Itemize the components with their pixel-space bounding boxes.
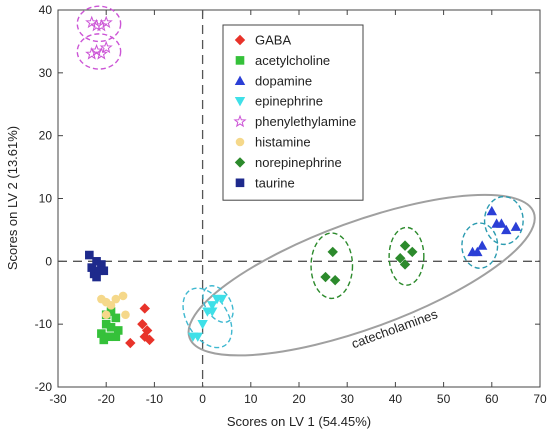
y-tick-label: 10 [39, 192, 53, 206]
point-acetylcholine [111, 332, 121, 342]
legend-marker-acetylcholine [235, 56, 245, 65]
point-acetylcholine [99, 335, 109, 345]
data-points [85, 15, 522, 349]
legend-label-phenylethylamine: phenylethylamine [255, 114, 356, 129]
x-tick-label: -20 [98, 392, 116, 406]
x-tick-label: 70 [533, 392, 547, 406]
point-acetylcholine [106, 323, 116, 332]
legend-label-dopamine: dopamine [255, 73, 312, 88]
y-axis-label: Scores on LV 2 (13.61%) [5, 126, 20, 270]
legend-label-histamine: histamine [255, 135, 311, 150]
point-norepinephrine [329, 274, 341, 286]
point-epinephrine [197, 320, 208, 330]
point-epinephrine [207, 301, 218, 311]
point-GABA [125, 337, 136, 349]
point-epinephrine [192, 332, 203, 342]
x-tick-label: -10 [146, 392, 164, 406]
x-tick-label: 40 [389, 392, 403, 406]
point-norepinephrine [399, 259, 411, 270]
legend-label-epinephrine: epinephrine [255, 94, 323, 109]
legend-label-acetylcholine: acetylcholine [255, 53, 330, 68]
y-tick-label: -20 [35, 380, 53, 394]
point-phenylethylamine [94, 47, 108, 60]
x-tick-label: 50 [437, 392, 451, 406]
point-dopamine [476, 240, 488, 250]
point-taurine [85, 250, 94, 260]
legend-marker-norepinephrine [234, 157, 246, 168]
legend-marker-GABA [234, 34, 246, 46]
legend-label-taurine: taurine [255, 175, 295, 190]
point-acetylcholine [113, 326, 123, 335]
point-dopamine [501, 224, 512, 235]
point-dopamine [486, 205, 497, 216]
point-taurine [87, 263, 97, 272]
cluster-ellipse-phenylethylamine [76, 33, 122, 70]
point-norepinephrine [327, 246, 338, 258]
cluster-ellipse-epinephrine [182, 287, 233, 349]
point-taurine [99, 266, 109, 276]
legend-marker-histamine [235, 137, 245, 147]
point-taurine [92, 257, 101, 266]
point-phenylethylamine [94, 18, 108, 32]
point-acetylcholine [111, 313, 121, 323]
cluster-ellipse-dopamine [461, 222, 499, 269]
x-tick-label: 0 [199, 392, 206, 406]
x-tick-label: 10 [244, 392, 258, 406]
cluster-ellipse-dopamine [483, 195, 524, 246]
legend-marker-phenylethylamine [233, 114, 247, 128]
point-dopamine [496, 218, 507, 228]
y-tick-label: 20 [39, 129, 53, 143]
point-histamine [121, 310, 130, 320]
legend: GABA acetylcholine dopamine epinephrine phen… [222, 24, 364, 201]
point-taurine [94, 266, 104, 276]
point-taurine [92, 272, 101, 282]
cluster-ellipses [76, 5, 536, 357]
point-histamine [118, 291, 128, 301]
point-acetylcholine [106, 307, 116, 316]
point-taurine [97, 260, 106, 269]
legend-label-GABA: GABA [255, 33, 291, 48]
point-GABA [144, 334, 155, 346]
point-acetylcholine [104, 332, 113, 342]
point-acetylcholine [101, 319, 111, 329]
point-acetylcholine [97, 329, 106, 338]
y-tick-label: 40 [39, 3, 53, 17]
legend-marker-epinephrine [234, 97, 246, 107]
y-tick-label: 0 [45, 254, 52, 268]
legend-label-norepinephrine: norepinephrine [255, 155, 342, 170]
point-phenylethylamine [99, 40, 113, 54]
point-histamine [101, 310, 111, 320]
point-histamine [106, 301, 116, 310]
point-norepinephrine [320, 271, 331, 283]
catecholamine-group-ellipse [187, 193, 536, 357]
y-tick-label: 30 [39, 66, 53, 80]
point-epinephrine [216, 294, 228, 305]
zero-reference-lines [58, 10, 540, 387]
point-norepinephrine [407, 246, 418, 258]
cluster-ellipse-norepinephrine [310, 232, 354, 300]
legend-box [222, 24, 364, 201]
point-epinephrine [207, 307, 218, 317]
point-norepinephrine [395, 252, 406, 264]
point-norepinephrine [399, 240, 411, 251]
x-tick-label: 20 [292, 392, 306, 406]
x-tick-label: 60 [485, 392, 499, 406]
point-GABA [139, 303, 150, 314]
legend-marker-taurine [235, 178, 245, 188]
y-tick-label: -10 [35, 317, 53, 331]
legend-marker-dopamine [234, 75, 246, 85]
x-axis-label: Scores on LV 1 (54.45%) [227, 414, 371, 429]
cluster-ellipse-phenylethylamine [76, 5, 122, 43]
x-tick-label: 30 [341, 392, 355, 406]
point-GABA [137, 318, 148, 330]
point-dopamine [510, 221, 522, 231]
point-dopamine [472, 246, 483, 257]
cluster-ellipse-norepinephrine [388, 226, 425, 286]
point-histamine [111, 294, 121, 304]
x-tick-label: -30 [49, 392, 67, 406]
